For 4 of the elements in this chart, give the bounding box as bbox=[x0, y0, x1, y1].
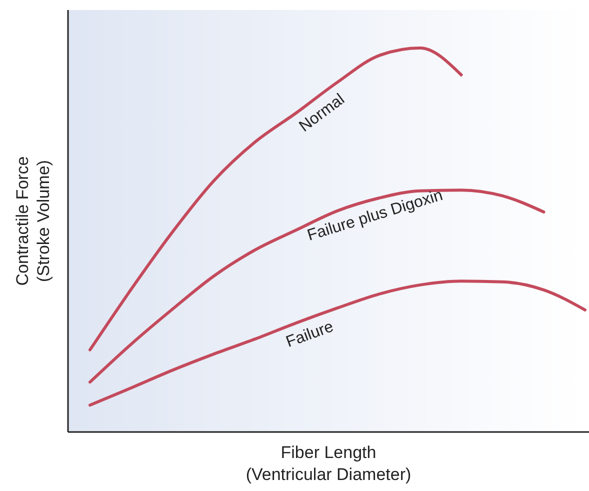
y-axis-title: Contractile Force (Stroke Volume) bbox=[13, 156, 53, 286]
x-axis-title: Fiber Length (Ventricular Diameter) bbox=[246, 443, 412, 484]
text: Failure bbox=[284, 318, 336, 352]
text: Failure plus Digoxin bbox=[305, 186, 445, 244]
